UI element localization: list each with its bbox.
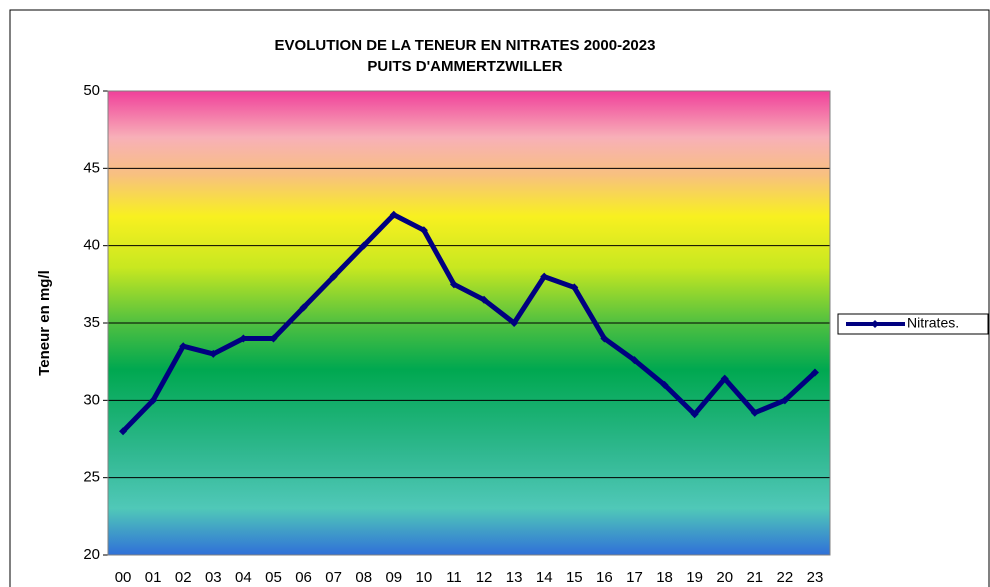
data-point: [780, 396, 789, 405]
data-line: [121, 212, 817, 434]
legend-marker: [871, 320, 879, 328]
x-tick-label: 15: [566, 569, 583, 586]
data-point: [510, 319, 519, 327]
x-tick-label: 02: [175, 569, 192, 586]
x-tick-label: 20: [716, 569, 733, 586]
x-tick-label: 19: [686, 569, 703, 586]
data-point: [269, 334, 278, 343]
x-tick-label: 10: [416, 569, 433, 586]
x-tick-label: 13: [506, 569, 523, 586]
data-point: [600, 334, 609, 343]
data-point: [810, 368, 819, 377]
x-tick-label: 07: [325, 569, 342, 586]
x-tick-label: 12: [476, 569, 493, 586]
data-point: [149, 396, 158, 405]
x-tick-label: 11: [446, 569, 462, 586]
legend-box: [837, 313, 989, 335]
data-point: [299, 303, 308, 312]
y-axis-label: Teneur en mg/l: [36, 270, 53, 376]
y-tick-label: 45: [83, 159, 100, 176]
data-point: [359, 241, 368, 250]
x-tick-label: 08: [355, 569, 372, 586]
x-tick-label: 03: [205, 569, 222, 586]
data-point: [660, 380, 669, 389]
x-tick-label: 16: [596, 569, 613, 586]
data-point: [179, 342, 188, 351]
data-point: [119, 427, 128, 436]
y-tick-label: 30: [83, 391, 100, 408]
legend-label: Nitrates.: [907, 315, 959, 331]
x-tick-label: 09: [385, 569, 402, 586]
chart-border: [9, 9, 990, 587]
plot-border: [107, 90, 831, 556]
data-point: [570, 283, 579, 292]
x-tick-label: 22: [777, 569, 794, 586]
data-point: [480, 295, 489, 304]
x-tick-label: 14: [536, 569, 553, 586]
data-point: [540, 272, 549, 281]
data-point: [329, 272, 338, 281]
x-tick-label: 00: [115, 569, 132, 586]
data-point: [449, 280, 458, 289]
x-tick-label: 05: [265, 569, 282, 586]
x-tick-label: 18: [656, 569, 673, 586]
x-tick-label: 04: [235, 569, 252, 586]
x-tick-label: 01: [145, 569, 162, 586]
y-tick-label: 50: [83, 82, 100, 99]
data-point: [690, 410, 699, 419]
y-tick-label: 25: [83, 469, 100, 486]
chart-subtitle: PUITS D'AMMERTZWILLER: [367, 58, 562, 75]
data-point: [239, 334, 248, 343]
data-point: [720, 374, 729, 383]
data-point: [750, 408, 759, 417]
y-tick-label: 20: [83, 546, 100, 563]
data-point: [209, 349, 218, 358]
y-tick-label: 40: [83, 237, 100, 254]
data-point: [630, 356, 639, 365]
x-tick-label: 21: [746, 569, 763, 586]
y-tick-label: 35: [83, 314, 100, 331]
x-tick-label: 17: [626, 569, 643, 586]
x-tick-label: 23: [807, 569, 824, 586]
x-tick-label: 06: [295, 569, 312, 586]
data-point: [389, 210, 398, 219]
data-point: [419, 226, 428, 235]
chart-title: EVOLUTION DE LA TENEUR EN NITRATES 2000-…: [275, 37, 656, 54]
